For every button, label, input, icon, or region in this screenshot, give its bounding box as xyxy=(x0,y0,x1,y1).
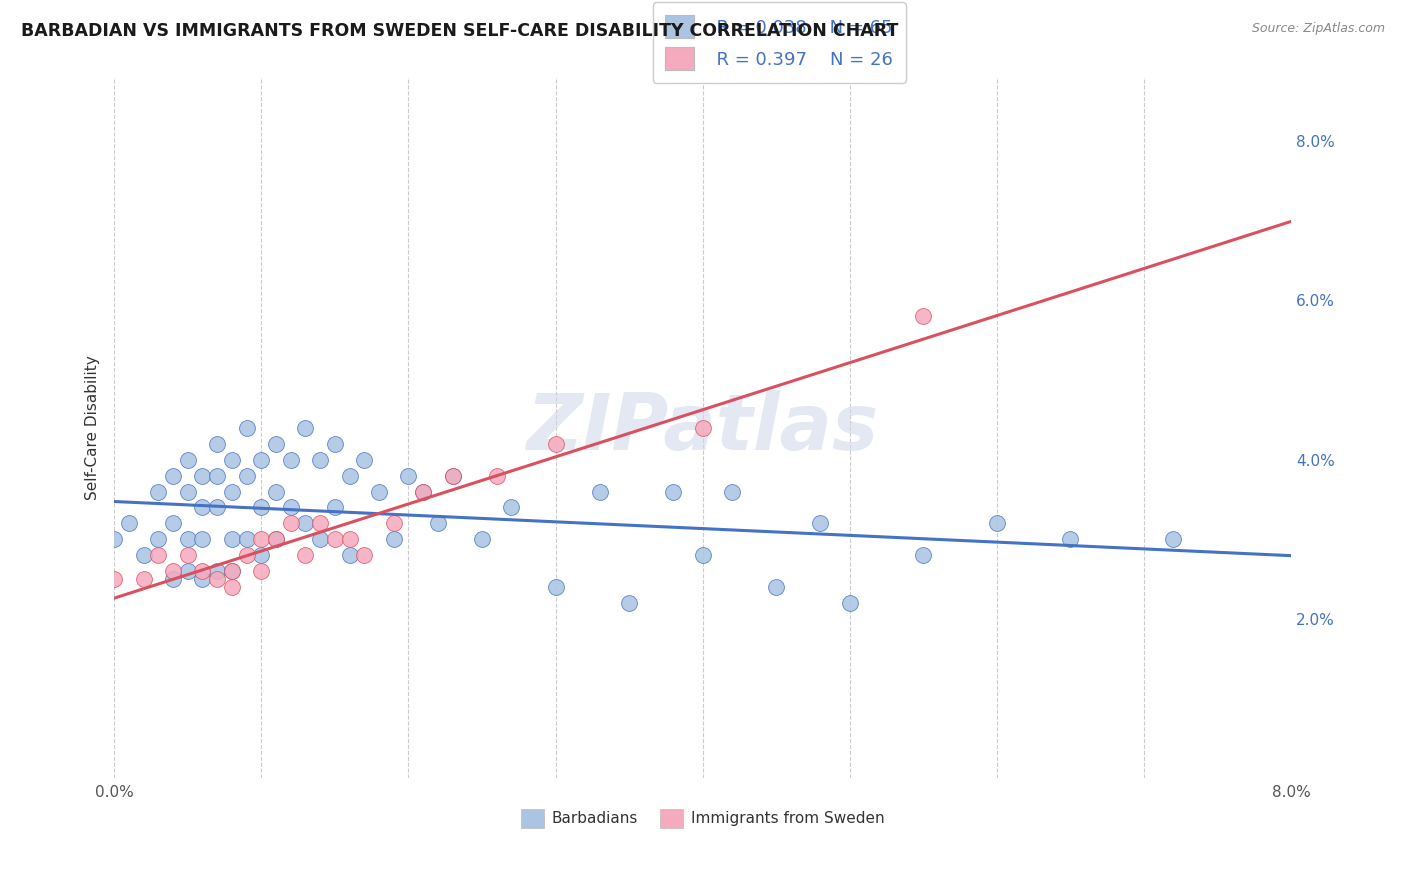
Point xyxy=(617,596,640,610)
Text: BARBADIAN VS IMMIGRANTS FROM SWEDEN SELF-CARE DISABILITY CORRELATION CHART: BARBADIAN VS IMMIGRANTS FROM SWEDEN SELF… xyxy=(21,22,898,40)
Point xyxy=(1163,533,1185,547)
Point xyxy=(250,548,273,562)
Point xyxy=(808,516,831,531)
Point xyxy=(191,533,214,547)
Point xyxy=(441,468,464,483)
Y-axis label: Self-Care Disability: Self-Care Disability xyxy=(86,355,100,500)
Point xyxy=(162,564,184,578)
Point xyxy=(235,548,257,562)
Point xyxy=(250,564,273,578)
Point xyxy=(280,500,302,515)
Point xyxy=(132,572,155,586)
Point xyxy=(309,516,332,531)
Point xyxy=(294,516,316,531)
Point xyxy=(250,452,273,467)
Point xyxy=(162,572,184,586)
Point xyxy=(692,421,714,435)
Point xyxy=(368,484,391,499)
Point xyxy=(191,572,214,586)
Point xyxy=(339,533,361,547)
Point xyxy=(280,516,302,531)
Point xyxy=(912,548,935,562)
Point xyxy=(501,500,523,515)
Point xyxy=(177,484,200,499)
Point xyxy=(1059,533,1081,547)
Point xyxy=(148,533,170,547)
Point xyxy=(485,468,508,483)
Point xyxy=(588,484,610,499)
Point xyxy=(221,533,243,547)
Point xyxy=(191,564,214,578)
Point xyxy=(912,310,935,324)
Point xyxy=(264,436,287,450)
Point xyxy=(162,468,184,483)
Point xyxy=(294,421,316,435)
Point xyxy=(250,500,273,515)
Point xyxy=(221,580,243,594)
Point xyxy=(103,533,125,547)
Point xyxy=(221,564,243,578)
Point xyxy=(721,484,744,499)
Point xyxy=(382,533,405,547)
Point xyxy=(148,548,170,562)
Point xyxy=(235,468,257,483)
Text: ZIPatlas: ZIPatlas xyxy=(526,390,879,466)
Point xyxy=(221,484,243,499)
Point xyxy=(323,436,346,450)
Point xyxy=(280,452,302,467)
Point xyxy=(205,572,228,586)
Point xyxy=(191,500,214,515)
Point xyxy=(264,533,287,547)
Point xyxy=(264,533,287,547)
Point xyxy=(221,452,243,467)
Point xyxy=(765,580,787,594)
Point xyxy=(382,516,405,531)
Point xyxy=(221,564,243,578)
Legend: Barbadians, Immigrants from Sweden: Barbadians, Immigrants from Sweden xyxy=(515,803,891,834)
Point xyxy=(441,468,464,483)
Point xyxy=(986,516,1008,531)
Point xyxy=(396,468,419,483)
Point xyxy=(177,564,200,578)
Point xyxy=(177,533,200,547)
Point xyxy=(544,436,567,450)
Point xyxy=(309,533,332,547)
Point xyxy=(471,533,494,547)
Point xyxy=(250,533,273,547)
Point xyxy=(309,452,332,467)
Point xyxy=(692,548,714,562)
Point xyxy=(103,572,125,586)
Text: Source: ZipAtlas.com: Source: ZipAtlas.com xyxy=(1251,22,1385,36)
Point xyxy=(118,516,141,531)
Point xyxy=(412,484,434,499)
Point xyxy=(205,500,228,515)
Point xyxy=(323,533,346,547)
Point xyxy=(339,548,361,562)
Point xyxy=(132,548,155,562)
Point xyxy=(294,548,316,562)
Point xyxy=(177,452,200,467)
Point xyxy=(838,596,860,610)
Point xyxy=(353,452,375,467)
Point xyxy=(191,468,214,483)
Point xyxy=(412,484,434,499)
Point xyxy=(162,516,184,531)
Point xyxy=(353,548,375,562)
Point xyxy=(264,484,287,499)
Point xyxy=(148,484,170,499)
Point xyxy=(544,580,567,594)
Point xyxy=(662,484,685,499)
Point xyxy=(426,516,449,531)
Point xyxy=(339,468,361,483)
Point xyxy=(235,533,257,547)
Point xyxy=(235,421,257,435)
Point xyxy=(177,548,200,562)
Point xyxy=(323,500,346,515)
Point xyxy=(205,436,228,450)
Point xyxy=(205,564,228,578)
Point xyxy=(205,468,228,483)
